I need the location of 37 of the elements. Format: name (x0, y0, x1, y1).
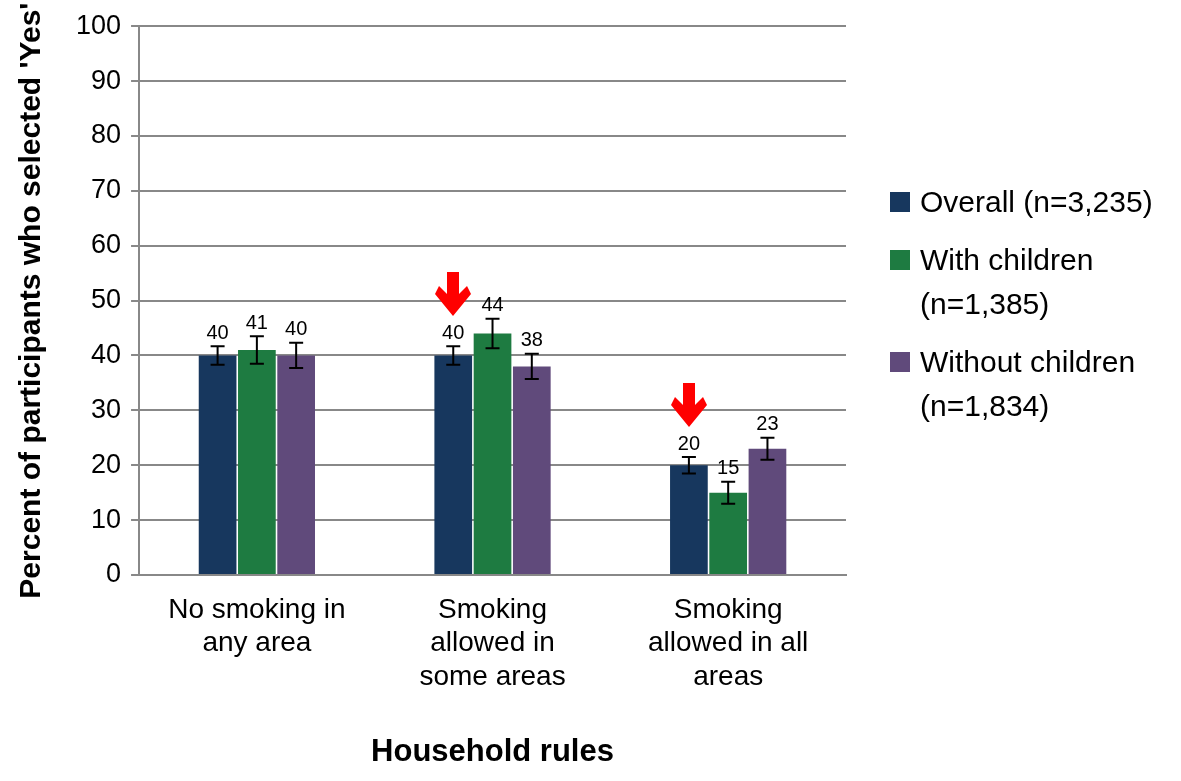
data-label: 44 (481, 293, 504, 316)
y-tick-label: 40 (91, 338, 122, 369)
y-tick-label: 70 (91, 174, 122, 205)
x-tick-label: Smoking allowed in all areas (648, 592, 809, 691)
data-label: 23 (756, 412, 779, 435)
bar (473, 333, 512, 574)
bar (670, 465, 708, 574)
bar (238, 349, 276, 574)
bar (277, 355, 315, 574)
bar (198, 355, 237, 574)
bar (512, 366, 551, 574)
y-tick-label: 90 (91, 64, 122, 95)
data-label: 41 (245, 310, 268, 333)
data-label: 20 (677, 431, 701, 454)
x-tick-label: Smoking allowed in some areas (419, 592, 566, 691)
data-label: 40 (442, 320, 465, 343)
data-label: 38 (520, 328, 543, 351)
bar (434, 355, 473, 574)
data-label: 40 (206, 320, 229, 343)
y-tick-label: 100 (75, 9, 122, 40)
y-tick-label: 80 (91, 119, 122, 150)
bar (748, 448, 787, 574)
y-tick-label: 30 (91, 393, 122, 424)
y-axis-title: Percent of participants who selected 'Yes' (13, 2, 47, 599)
legend-label: Overall (n=3,235) (920, 184, 1153, 220)
y-tick-label: 10 (91, 503, 122, 534)
bar (709, 492, 748, 574)
legend-label: With children (n=1,385) (920, 242, 1095, 322)
x-axis-title: Household rules (371, 732, 614, 768)
y-tick-label: 20 (91, 448, 122, 479)
y-tick-label: 0 (106, 558, 122, 589)
y-tick-label: 50 (91, 284, 122, 315)
data-label: 40 (285, 317, 308, 340)
data-label: 15 (717, 456, 740, 479)
y-tick-label: 60 (91, 229, 122, 260)
legend-label: Without children (n=1,834) (920, 344, 1137, 424)
x-tick-label: No smoking in any area (168, 592, 346, 658)
